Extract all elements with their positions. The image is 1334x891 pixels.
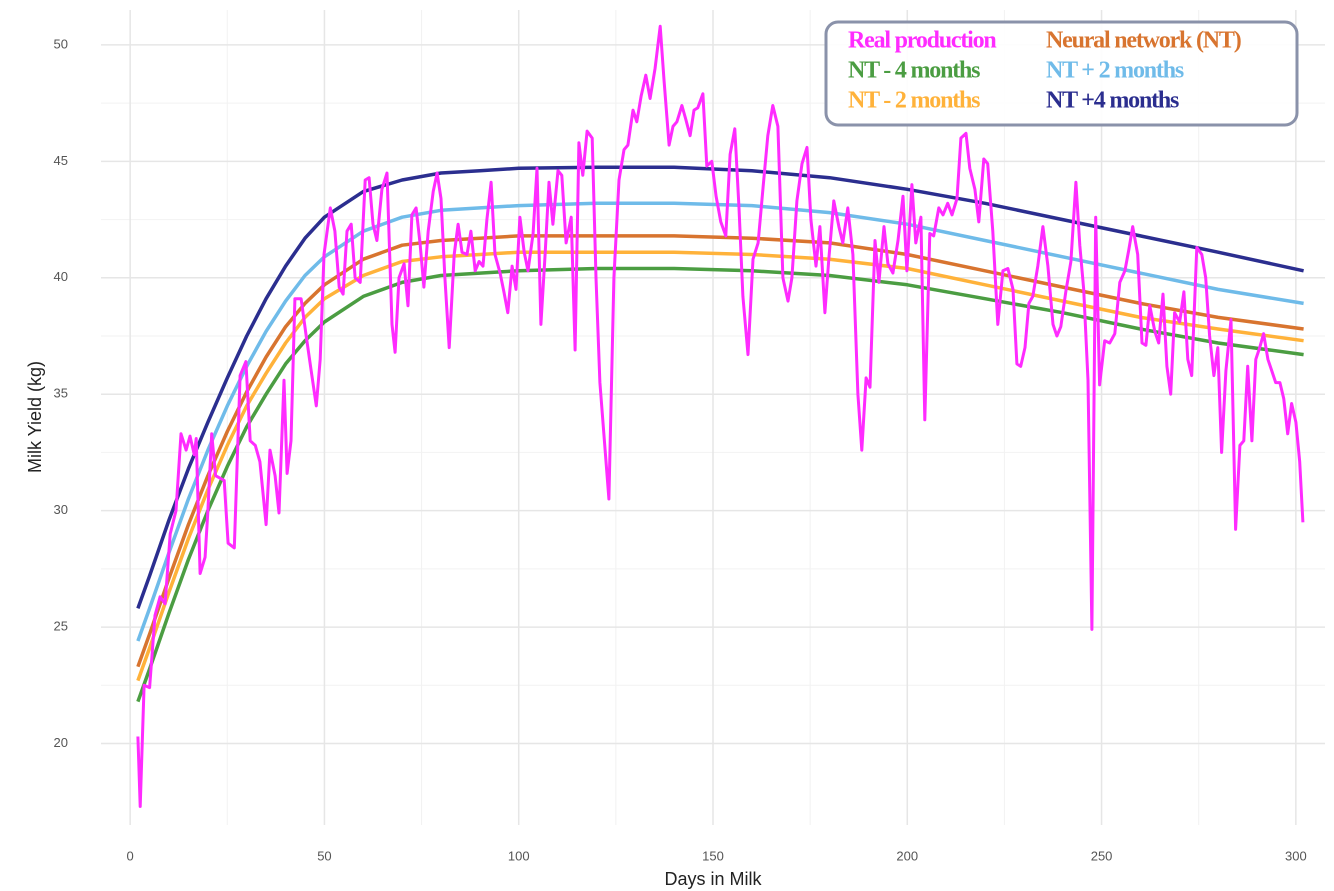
series-line bbox=[138, 26, 1303, 806]
legend-label: NT +4 months bbox=[1046, 88, 1179, 114]
x-tick-label: 150 bbox=[702, 848, 724, 863]
x-tick-label: 50 bbox=[317, 848, 331, 863]
y-tick-label: 30 bbox=[54, 502, 68, 517]
series-line bbox=[138, 252, 1304, 680]
x-tick-label: 300 bbox=[1285, 848, 1307, 863]
x-axis-title: Days in Milk bbox=[664, 869, 762, 889]
x-tick-label: 250 bbox=[1091, 848, 1113, 863]
legend-label: NT - 4 months bbox=[848, 58, 980, 84]
y-axis-title: Milk Yield (kg) bbox=[25, 361, 45, 473]
legend-label: Real production bbox=[848, 28, 996, 54]
legend-label: NT + 2 months bbox=[1046, 58, 1184, 84]
legend: Real production NT - 4 months NT - 2 month… bbox=[826, 22, 1297, 125]
series-line bbox=[138, 269, 1304, 702]
y-tick-label: 40 bbox=[54, 269, 68, 284]
y-tick-label: 45 bbox=[54, 153, 68, 168]
chart: Days in Milk Milk Yield (kg) Real produc… bbox=[0, 0, 1334, 891]
legend-label: NT - 2 months bbox=[848, 88, 980, 114]
x-tick-label: 100 bbox=[508, 848, 530, 863]
lines bbox=[138, 26, 1304, 806]
legend-label: Neural network (NT) bbox=[1046, 28, 1241, 54]
y-tick-label: 20 bbox=[54, 735, 68, 750]
series-line bbox=[138, 236, 1304, 667]
x-tick-label: 0 bbox=[127, 848, 134, 863]
y-tick-label: 50 bbox=[54, 36, 68, 51]
y-tick-label: 35 bbox=[54, 386, 68, 401]
y-tick-label: 25 bbox=[54, 619, 68, 634]
x-tick-label: 200 bbox=[896, 848, 918, 863]
